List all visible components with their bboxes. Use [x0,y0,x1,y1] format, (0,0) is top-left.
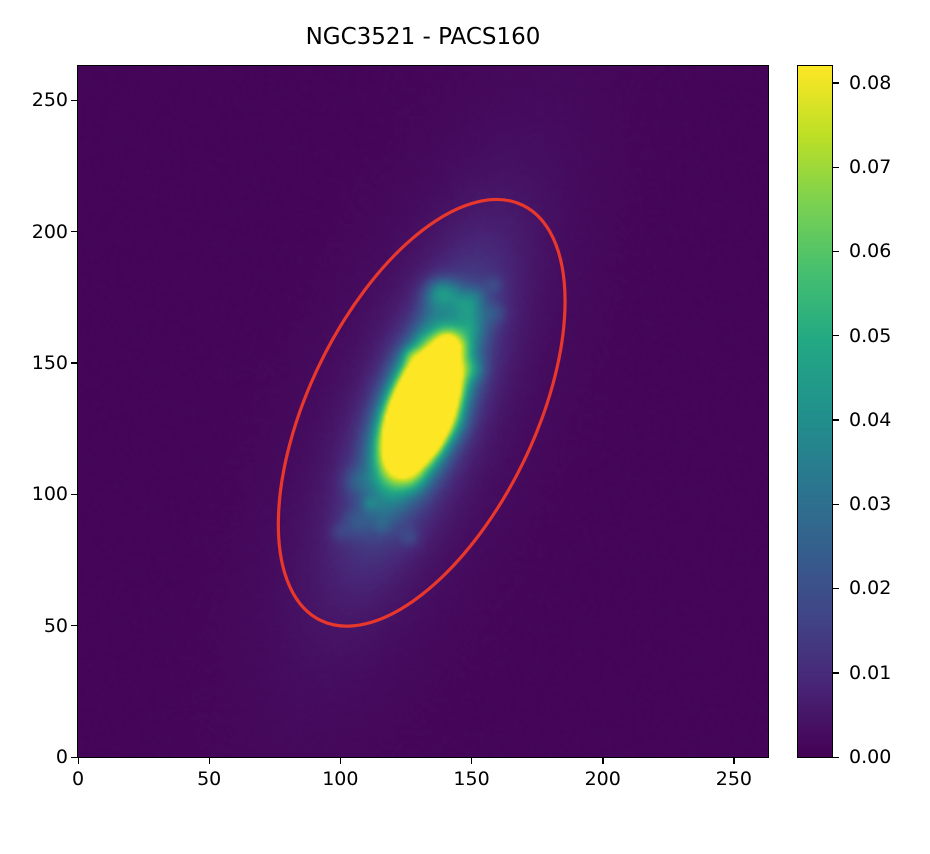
aperture-ellipse [276,197,567,628]
colorbar-tick-label: 0.03 [849,493,892,516]
colorbar-tick-mark [832,335,839,337]
y-tick-label: 250 [31,89,68,112]
x-tick-label: 0 [71,768,85,790]
colorbar-tick-label: 0.07 [849,156,892,179]
y-tick-mark [71,362,78,364]
x-tick-label: 150 [453,768,490,790]
colorbar-tick-label: 0.04 [849,408,892,431]
x-tick-mark [339,757,342,764]
y-tick-label: 100 [31,483,68,506]
x-tick-mark [77,757,79,764]
x-tick-mark [733,757,735,764]
colorbar-tick-mark [832,250,839,253]
colorbar-tick-mark [832,587,839,590]
heatmap-image [78,66,768,757]
colorbar-tick-label: 0.06 [849,240,892,263]
plot-axes [78,66,768,757]
colorbar-tick-label: 0.01 [849,661,892,684]
overlay [276,197,567,628]
x-tick-label: 250 [715,768,753,790]
x-tick-mark [471,757,473,764]
chart-title: NGC3521 - PACS160 [305,24,541,50]
colorbar-tick-label: 0.02 [849,577,892,600]
y-tick-label: 200 [31,220,68,243]
colorbar [798,66,832,757]
colorbar-tick-mark [832,756,839,758]
x-tick-label: 200 [584,768,621,790]
x-tick-mark [208,757,210,764]
colorbar-frame [797,65,833,758]
x-tick-label: 100 [322,768,359,790]
colorbar-tick-mark [832,166,839,168]
colorbar-tick-mark [832,419,839,421]
y-tick-label: 150 [31,351,68,374]
x-tick-label: 50 [197,768,222,790]
x-tick-mark [602,757,604,764]
y-tick-label: 50 [43,614,68,637]
colorbar-tick-mark [832,672,839,674]
colorbar-tick-label: 0.00 [849,746,892,768]
y-tick-mark [71,99,78,101]
colorbar-tick-mark [832,503,839,505]
y-tick-mark [71,493,78,496]
y-tick-mark [71,231,78,233]
colorbar-tick-label: 0.05 [849,324,892,347]
colorbar-tick-label: 0.08 [849,71,892,94]
y-tick-mark [71,625,78,627]
y-tick-mark [71,756,78,758]
y-tick-label: 0 [55,746,68,768]
colorbar-tick-mark [832,82,839,84]
